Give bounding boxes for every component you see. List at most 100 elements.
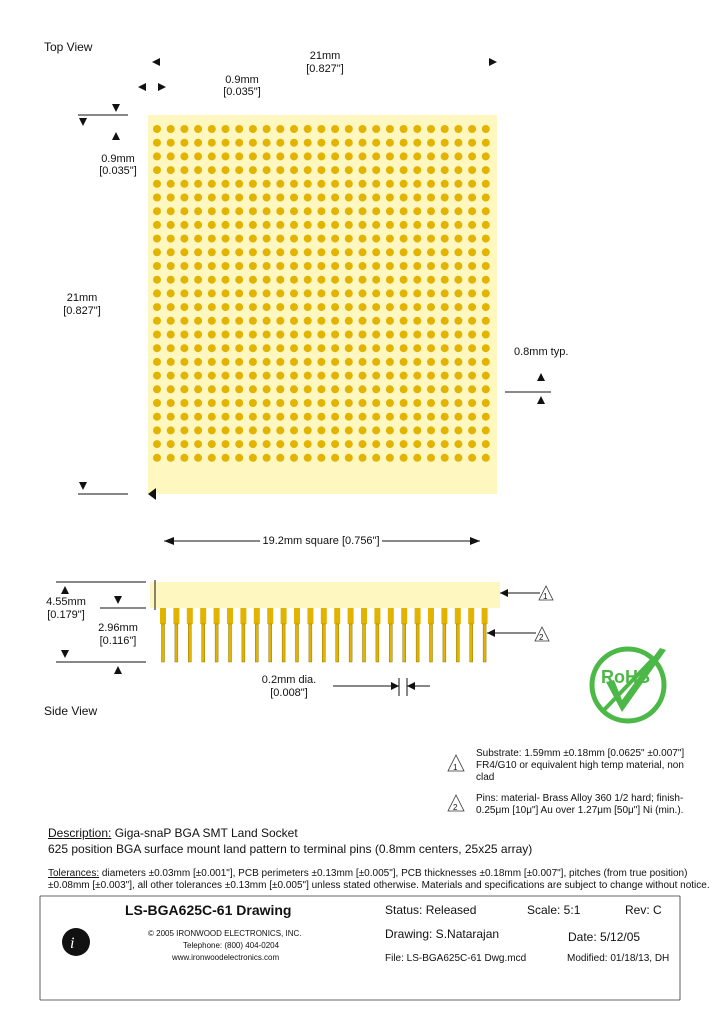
land-pad: [290, 412, 298, 421]
land-pad: [153, 453, 161, 462]
pin-shoulder: [160, 608, 166, 624]
land-pad: [207, 289, 216, 298]
land-pad: [317, 316, 326, 325]
land-pad: [317, 440, 326, 449]
land-pad: [248, 399, 257, 407]
land-pad: [180, 440, 189, 449]
land-pad: [372, 152, 381, 161]
land-pad: [262, 399, 271, 407]
terminal-pin: [281, 623, 286, 663]
land-pad: [454, 275, 463, 284]
land-pad: [413, 371, 422, 380]
terminal-pin: [295, 623, 299, 663]
land-pad: [194, 125, 203, 133]
land-pad: [427, 440, 435, 449]
land-pad: [248, 207, 257, 216]
land-pad: [194, 275, 203, 284]
land-pad: [440, 220, 449, 229]
land-pad: [180, 234, 189, 243]
land-pad: [303, 426, 312, 435]
land-pad: [358, 385, 367, 394]
land-pad: [276, 166, 285, 175]
land-pad: [331, 303, 340, 312]
land-pad: [427, 316, 435, 325]
land-pad: [481, 262, 490, 270]
land-pad: [235, 138, 244, 147]
dim-pin-dia-label: 0.2mm dia.: [261, 674, 317, 686]
land-pad: [440, 426, 449, 435]
land-pad: [372, 303, 381, 312]
land-pad: [358, 371, 367, 380]
land-pad: [221, 179, 230, 188]
land-pad: [358, 262, 367, 270]
land-pad: [344, 166, 353, 175]
terminal-pin: [335, 623, 339, 663]
land-pad: [290, 303, 298, 312]
land-pad: [153, 138, 161, 147]
land-pad: [290, 344, 298, 353]
land-pad: [344, 234, 353, 243]
land-pad: [194, 440, 203, 449]
terminal-pin: [482, 623, 487, 663]
dim-pin-dia-inch-label: [0.008"]: [270, 687, 308, 699]
land-pad: [317, 453, 326, 462]
terminal-pin: [389, 623, 393, 663]
land-pad: [166, 220, 175, 229]
land-pad: [372, 275, 381, 284]
dim-pin-label: 2.96mm: [98, 622, 138, 634]
website-link[interactable]: www.ironwoodelectronics.com: [172, 953, 280, 962]
land-pad: [358, 357, 367, 366]
land-pad: [317, 330, 326, 339]
land-pad: [344, 193, 353, 202]
land-pad: [194, 152, 203, 161]
land-pad: [207, 316, 216, 325]
land-pad: [372, 220, 381, 229]
pin-row: [160, 608, 488, 663]
land-pad: [427, 166, 435, 175]
land-pad: [207, 152, 216, 161]
land-pad: [276, 344, 285, 353]
land-pad: [385, 166, 394, 175]
land-pad: [248, 371, 257, 380]
land-pad: [303, 289, 312, 298]
dim-total-inch-label: [0.179"]: [47, 609, 85, 621]
land-pad: [166, 440, 175, 449]
dim-pin-dia-line: [333, 678, 430, 696]
tolerances-text-1: diameters ±0.03mm [±0.001"], PCB perimet…: [101, 868, 688, 879]
land-pad: [303, 385, 312, 394]
land-pad: [235, 344, 244, 353]
land-pad: [468, 152, 477, 161]
land-pad: [427, 453, 435, 462]
land-pad: [413, 440, 422, 449]
land-pad: [413, 303, 422, 312]
land-pad: [235, 453, 244, 462]
land-pad: [372, 179, 381, 188]
dim-pitch-y-line: [78, 104, 128, 140]
land-pad: [248, 289, 257, 298]
land-pad: [153, 152, 161, 161]
land-pad: [276, 220, 285, 229]
land-pad: [180, 344, 189, 353]
land-pad: [481, 193, 490, 202]
land-pad: [481, 412, 490, 421]
land-pad: [413, 220, 422, 229]
land-pad: [468, 371, 477, 380]
land-pad: [385, 152, 394, 161]
land-pad: [399, 412, 408, 421]
land-pad: [427, 412, 435, 421]
land-pad: [385, 440, 394, 449]
land-pad: [303, 179, 312, 188]
land-pad: [358, 179, 367, 188]
land-pad: [468, 207, 477, 216]
pin-shoulder: [240, 608, 247, 624]
land-pad: [166, 125, 175, 133]
dim-width-label: 21mm: [309, 50, 341, 62]
land-pad: [481, 220, 490, 229]
side-view-title: Side View: [44, 704, 98, 718]
land-pad: [454, 303, 463, 312]
land-pad: [372, 453, 381, 462]
land-pad: [153, 303, 161, 312]
land-pad: [385, 248, 394, 257]
land-pad: [166, 248, 175, 257]
pin-shoulder: [414, 608, 421, 624]
